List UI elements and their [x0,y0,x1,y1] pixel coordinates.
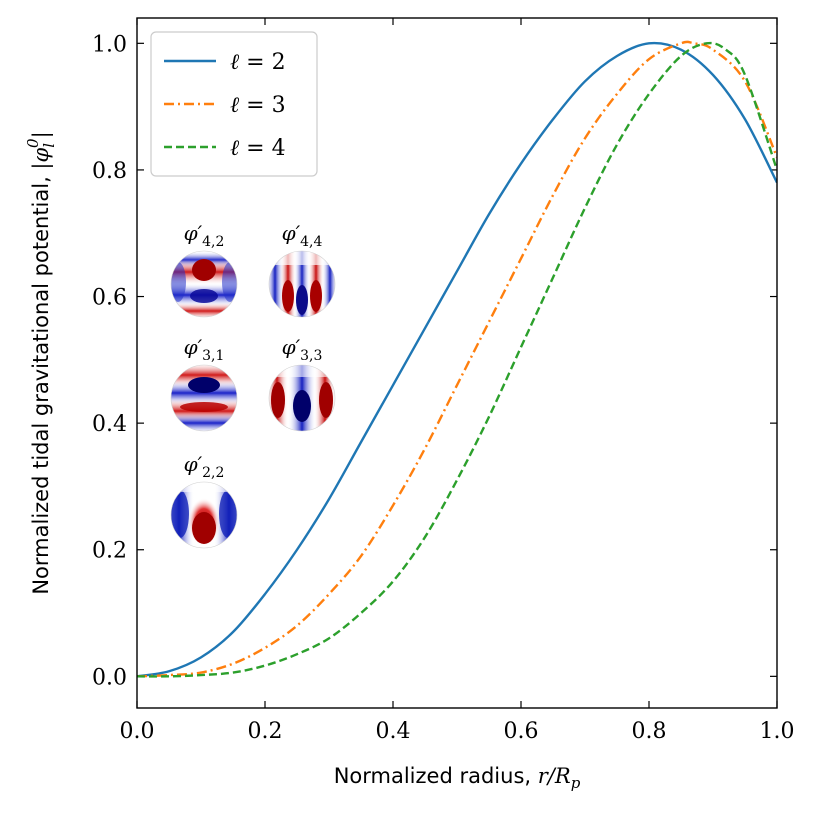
y-axis-label-math: |φ [29,147,54,169]
inset-label-2-2: φ′2,2 [184,452,225,481]
x-axis-label: Normalized radius, r/Rp [334,764,581,792]
y-tick-label: 1.0 [92,32,127,57]
y-axis-label-close: | [29,131,54,138]
mode-insets: φ′4,2 φ′4,4 φ′3,1 [170,221,336,549]
inset-label-4-2: φ′4,2 [184,221,225,250]
series-layer [137,40,777,678]
legend-label-l3: ℓ = 3 [230,93,286,118]
x-tick-label: 0.2 [248,719,283,744]
y-axis-label: Normalized tidal gravitational potential… [24,131,58,594]
x-tick-label: 0.8 [632,719,667,744]
axis-tick-labels: 0.0 0.2 0.4 0.6 0.8 1.0 0.0 0.2 0.4 0.6 0.8 1.0 [92,32,795,744]
series-line-4 [137,41,777,678]
x-tick-label: 0.6 [504,719,539,744]
y-tick-label: 0.2 [92,539,127,564]
y-tick-label: 0.6 [92,286,127,311]
legend-label-l2: ℓ = 2 [230,50,286,75]
y-tick-label: 0.0 [92,665,127,690]
inset-sphere-3-3 [269,365,335,431]
y-axis-label-sup: 0 [24,138,42,148]
x-tick-label: 0.4 [376,719,411,744]
y-axis-label-text: Normalized tidal gravitational potential… [29,170,53,595]
inset-label-3-3: φ′3,3 [282,335,323,364]
legend-label-l4: ℓ = 4 [230,136,286,161]
y-axis-label-sub: l [40,143,58,148]
x-axis-label-text: Normalized radius, [334,764,538,788]
x-axis-label-math: r/R [538,764,571,788]
x-tick-label: 1.0 [760,719,795,744]
inset-label-4-4: φ′4,4 [282,221,323,250]
inset-sphere-3-1 [171,365,237,431]
x-tick-label: 0.0 [120,719,155,744]
inset-sphere-2-2 [171,482,237,548]
series-line-3 [137,40,777,678]
inset-label-3-1: φ′3,1 [184,335,225,364]
legend-box [150,31,318,177]
y-tick-label: 0.8 [92,159,127,184]
plot-frame [136,17,778,709]
legend: ℓ = 2 ℓ = 3 ℓ = 4 [150,31,318,177]
x-axis-label-sub: p [571,774,581,792]
y-tick-label: 0.4 [92,412,127,437]
